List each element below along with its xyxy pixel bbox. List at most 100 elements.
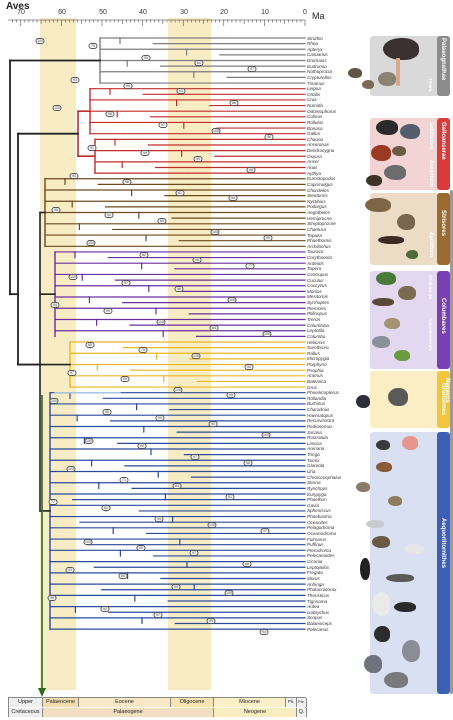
node-support-label: 79 [88,43,98,50]
taxon-label: Fulmarus [307,536,327,542]
node-support-label: 99 [171,583,181,590]
taxon-label: Rhea [307,41,318,47]
taxon-label: Turnix [307,457,320,463]
axis-ticks [12,20,306,26]
taxon-label: Tauraco [307,249,324,255]
taxon-label: Pelecanoides [307,553,335,559]
quail-illustration [392,146,406,156]
epoch-palaeocene: Palaeocene [43,698,79,707]
crane-illustration [388,388,408,406]
taxon-label: Aythya [307,170,322,176]
node-support-label: 99 [103,308,113,315]
taxon-label: Uria [307,469,316,474]
taxon-label: Topaza [307,232,322,238]
node-support-label: 77 [48,499,58,506]
epoch-miocene: Miocene [214,698,286,707]
node-support-label: 84 [172,482,182,489]
epoch-pliocene: Pli. [286,698,297,707]
pigeon-illustration [372,336,390,348]
node-support-label: 100 [156,319,166,326]
node-support-label: 97 [190,454,200,461]
tick-label-0: 0 [303,9,307,16]
taxon-label: Leptotila [307,328,325,334]
taxon-label: Treron [307,317,321,322]
penguin-illustration [360,558,370,580]
node-support-label: 97 [247,65,257,72]
taxon-label: Aramus [307,373,323,379]
curassow-illustration [376,120,398,135]
taxon-label: Grus [307,384,317,390]
taxon-label: Jacana [307,429,322,435]
cormorant-illustration [374,626,390,642]
taxon-label: Podargus [307,204,327,210]
taxon-label: Tigrisoma [307,598,328,604]
taxon-label: Anseranas [307,142,329,148]
node-support-label: 100 [173,386,183,393]
node-support-label: 86 [229,99,239,106]
taxon-label: Pelagodroma [307,525,335,531]
node-support-label: 90 [208,420,218,427]
node-support-label: 100 [52,105,62,112]
ostrich-legs-illustration [396,58,400,86]
taxon-label: Pterodroma [307,547,332,553]
taxon-label: Heliornis [307,339,325,345]
node-support-label: 99 [140,150,150,157]
node-support-label: 98 [47,595,57,602]
tick-label-10: 10 [261,9,269,16]
taxon-label: Ardeotis [307,260,324,266]
tinamou-illustration [348,68,362,78]
node-support-label: 99 [120,375,130,382]
bustard-illustration [398,286,416,300]
taxon-label: Syrrhaptes [307,300,330,306]
taxon-label: Phaethornis [307,238,332,244]
taxon-label: Sarothrura [307,345,329,351]
period-cretaceous: Cretaceous [9,708,43,717]
node-support-label: 98 [264,133,274,140]
node-support-label: 97 [189,550,199,557]
taxon-label: Odontophorus [307,108,337,114]
node-support-label: 96 [174,285,184,292]
albatross-illustration [386,574,414,582]
taxon-label: Dromaius [307,58,327,64]
taxon-label: Morus [307,575,320,581]
node-support-label: 95 [51,206,61,213]
node-support-label: 96 [122,178,132,185]
clade-bar-aequorlitornithes [437,432,450,694]
node-support-label: 90 [244,364,254,371]
node-support-label: 100 [86,240,96,247]
node-support-label: 100 [224,589,234,596]
period-quaternary: Q. [297,708,307,717]
node-support-label: 75 [138,347,148,354]
node-support-label: 100 [191,353,201,360]
taxon-label: Ciconia [307,559,323,565]
node-support-label: 71 [119,476,129,483]
node-support-label: 96 [123,82,133,89]
clade-label-otidimorphae: Otidimorph. [428,275,433,301]
duck-illustration [366,175,382,186]
taxon-label: Mesitornis [307,294,328,300]
node-support-label: 93 [65,567,75,574]
taxon-label: Phoenicopterus [307,390,339,396]
taxon-label: Scopus [307,615,323,621]
frogmouth-illustration [397,214,415,230]
node-support-label: 81 [175,189,185,196]
tick-label-50: 50 [99,9,107,16]
taxon-label: Columba [307,333,326,339]
taxon-label: Pelecanus [307,626,329,632]
taxon-label: Chaetura [307,226,326,232]
taxon-label: Tinamus [307,80,325,86]
node-support-label: 94 [50,302,60,309]
node-support-label: 99 [193,156,203,163]
taxon-label: Archilochus [307,243,331,249]
node-support-label: 90 [137,443,147,450]
taxon-label: Rostratula [307,435,328,441]
node-support-label: 99 [154,516,164,523]
node-support-label: 60 [194,60,204,67]
node-support-label: 98 [243,460,253,467]
taxon-label: Colinus [307,114,323,120]
clade-label-strisores: Strisores [440,210,446,237]
tick-label-70: 70 [17,9,25,16]
clade-label-anseriformes: Anseriform. [428,160,434,189]
node-support-label: 100 [66,465,76,472]
node-support-label: 97 [153,612,163,619]
